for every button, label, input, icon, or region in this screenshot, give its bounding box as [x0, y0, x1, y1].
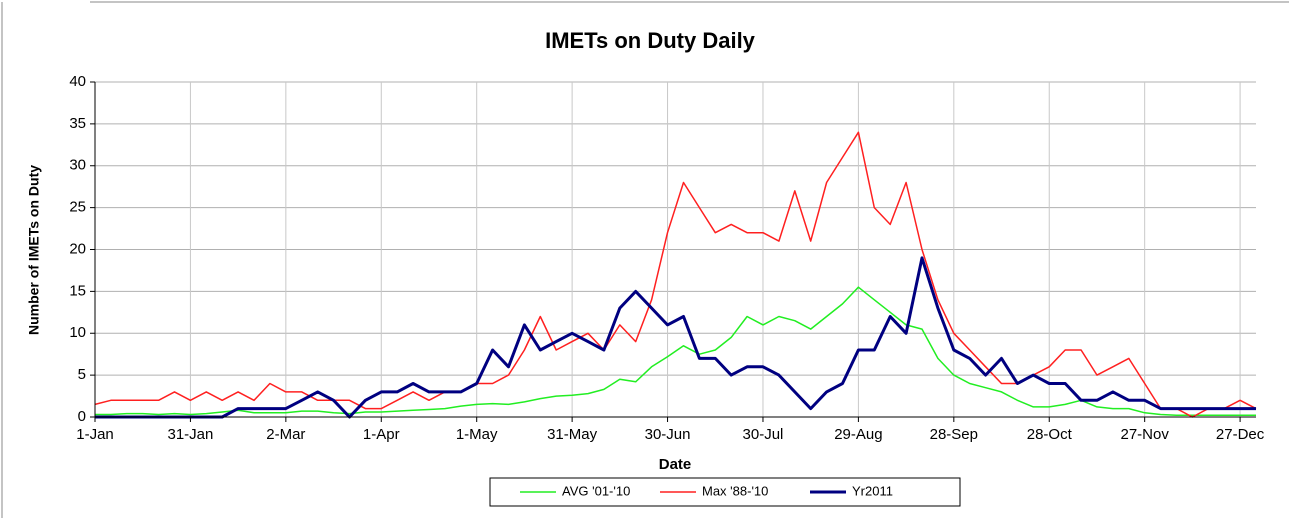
legend-label: Max '88-'10 [702, 483, 768, 498]
x-tick-label: 1-May [456, 426, 498, 443]
x-tick-label: 30-Jun [645, 426, 691, 443]
y-tick-label: 10 [69, 324, 86, 341]
legend-label: AVG '01-'10 [562, 483, 630, 498]
series-line [95, 286, 1256, 417]
y-tick-label: 0 [78, 408, 86, 425]
x-tick-label: 31-May [547, 426, 598, 443]
y-tick-label: 25 [69, 199, 86, 216]
axes: 0 5 10 15 20 25 30 35 40 1-Jan 31-Jan 2-Mar 1-Apr 1-M… [69, 73, 1264, 443]
x-tick-label: 1-Apr [363, 426, 400, 443]
x-tick-label: 28-Sep [930, 426, 978, 443]
series-line [94, 131, 1257, 418]
x-tick-label: 27-Dec [1216, 426, 1265, 443]
y-tick-label: 20 [69, 240, 86, 257]
y-axis-label: Number of IMETs on Duty [26, 165, 42, 335]
legend: AVG '01-'10 Max '88-'10 Yr2011 [520, 483, 893, 498]
x-tick-label: 1-Jan [76, 426, 114, 443]
x-tick-label: 31-Jan [167, 426, 213, 443]
x-tick-label: 27-Nov [1120, 426, 1169, 443]
legend-box [489, 477, 961, 507]
lines [94, 131, 1257, 419]
x-tick-label: 28-Oct [1027, 426, 1073, 443]
y-tick-label: 40 [69, 73, 86, 90]
x-tick-label: 30-Jul [743, 426, 784, 443]
series-line [95, 256, 1256, 419]
legend-label: Yr2011 [852, 483, 893, 498]
y-tick-label: 35 [69, 115, 86, 132]
chart-title: IMETs on Duty Daily [545, 28, 756, 53]
x-axis-label: Date [659, 456, 692, 473]
grid [94, 81, 1256, 418]
y-tick-label: 30 [69, 157, 86, 174]
y-tick-label: 5 [78, 366, 86, 383]
y-tick-label: 15 [69, 282, 86, 299]
x-tick-label: 2-Mar [266, 426, 305, 443]
x-tick-label: 29-Aug [834, 426, 882, 443]
